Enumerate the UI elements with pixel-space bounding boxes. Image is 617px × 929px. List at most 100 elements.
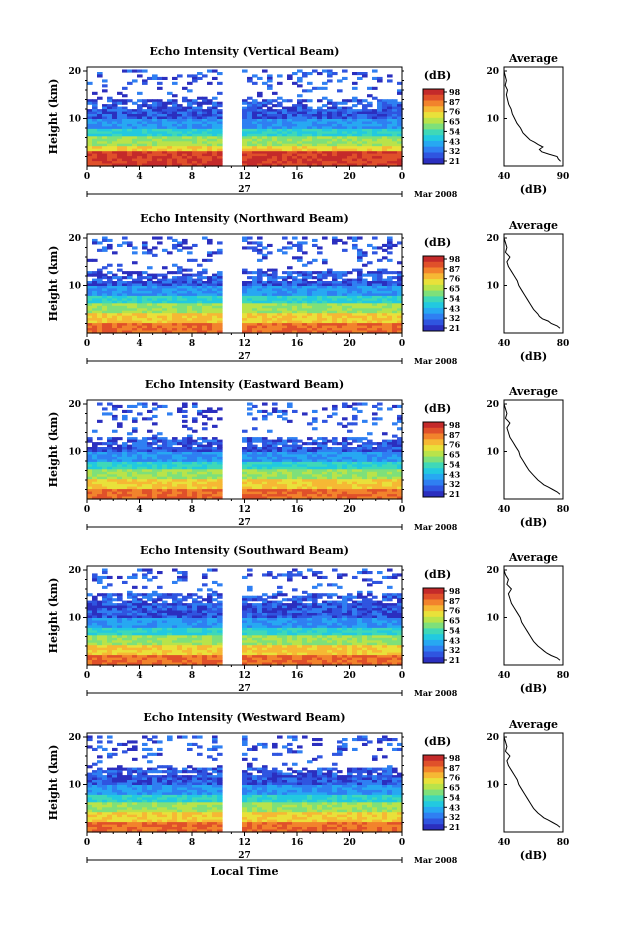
heat-cell	[342, 283, 348, 287]
heat-cell	[132, 281, 138, 285]
heat-cell	[217, 138, 223, 142]
heat-cell	[247, 283, 253, 287]
heat-cell	[192, 419, 198, 423]
heat-cell	[287, 266, 293, 270]
heat-cell	[212, 494, 218, 498]
heat-cell	[202, 143, 208, 147]
heat-cell	[362, 486, 368, 490]
heat-cell	[342, 476, 348, 480]
heat-cell	[127, 303, 133, 307]
heat-cell	[382, 310, 388, 314]
heat-cell	[202, 151, 208, 155]
heat-cell	[387, 163, 393, 167]
heat-cell	[337, 121, 343, 125]
heat-cell	[392, 114, 398, 118]
heat-cell	[167, 310, 173, 314]
heat-cell	[137, 163, 143, 167]
heat-cell	[272, 469, 278, 473]
heat-cell	[172, 156, 178, 160]
heat-cell	[367, 323, 373, 327]
heat-cell	[212, 437, 218, 441]
heat-cell	[112, 484, 118, 488]
heat-cell	[292, 479, 298, 483]
heat-cell	[372, 146, 378, 150]
heat-cell	[112, 449, 118, 453]
heat-cell	[117, 444, 123, 448]
heat-cell	[377, 417, 383, 421]
heat-cell	[392, 288, 398, 292]
heat-cell	[397, 114, 403, 118]
heat-cell	[312, 439, 318, 443]
heat-cell	[327, 153, 333, 157]
heat-cell	[247, 491, 253, 495]
heat-cell	[132, 126, 138, 130]
heat-cell	[317, 109, 323, 113]
heat-cell	[302, 89, 308, 93]
heat-cell	[387, 471, 393, 475]
heat-cell	[307, 315, 313, 319]
heat-cell	[302, 471, 308, 475]
heat-cell	[197, 128, 203, 132]
heat-cell	[267, 298, 273, 302]
heat-cell	[212, 313, 218, 317]
heat-cell	[242, 325, 248, 329]
heat-cell	[307, 89, 313, 93]
heat-cell	[317, 305, 323, 309]
heat-cell	[192, 283, 198, 287]
heat-cell	[182, 238, 188, 242]
heat-cell	[312, 318, 318, 322]
heat-cell	[312, 481, 318, 485]
heat-cell	[337, 481, 343, 485]
heat-cell	[162, 318, 168, 322]
heat-cell	[247, 330, 253, 334]
heat-cell	[377, 126, 383, 130]
heat-cell	[257, 116, 263, 120]
heat-cell	[312, 466, 318, 470]
heat-cell	[392, 99, 398, 103]
heat-cell	[277, 283, 283, 287]
heat-cell	[397, 109, 403, 113]
heat-cell	[317, 330, 323, 334]
heat-cell	[177, 491, 183, 495]
heat-cell	[397, 476, 403, 480]
heat-cell	[392, 323, 398, 327]
heat-cell	[162, 273, 168, 277]
heat-cell	[247, 153, 253, 157]
heat-cell	[117, 310, 123, 314]
heat-cell	[207, 276, 213, 280]
heat-cell	[92, 278, 98, 282]
heat-cell	[137, 323, 143, 327]
heat-cell	[87, 471, 93, 475]
heat-cell	[382, 131, 388, 135]
heat-cell	[332, 404, 338, 408]
heat-cell	[252, 323, 258, 327]
heat-cell	[197, 126, 203, 130]
heat-cell	[287, 136, 293, 140]
heat-cell	[107, 114, 113, 118]
heat-cell	[127, 491, 133, 495]
heat-cell	[197, 442, 203, 446]
heat-cell	[212, 281, 218, 285]
heat-cell	[272, 151, 278, 155]
heat-cell	[132, 293, 138, 297]
heat-cell	[242, 295, 248, 299]
heat-cell	[182, 276, 188, 280]
heat-cell	[332, 283, 338, 287]
heat-cell	[217, 310, 223, 314]
heat-cell	[217, 303, 223, 307]
heat-cell	[127, 466, 133, 470]
heat-cell	[347, 464, 353, 468]
heat-cell	[132, 323, 138, 327]
heat-cell	[102, 273, 108, 277]
heat-cell	[242, 238, 248, 242]
heat-cell	[212, 126, 218, 130]
heat-cell	[347, 163, 353, 167]
heat-cell	[332, 238, 338, 242]
heat-cell	[262, 281, 268, 285]
heat-cell	[172, 456, 178, 460]
heat-cell	[297, 121, 303, 125]
heat-cell	[302, 273, 308, 277]
heat-cell	[127, 454, 133, 458]
heat-cell	[122, 300, 128, 304]
heat-cell	[312, 308, 318, 312]
